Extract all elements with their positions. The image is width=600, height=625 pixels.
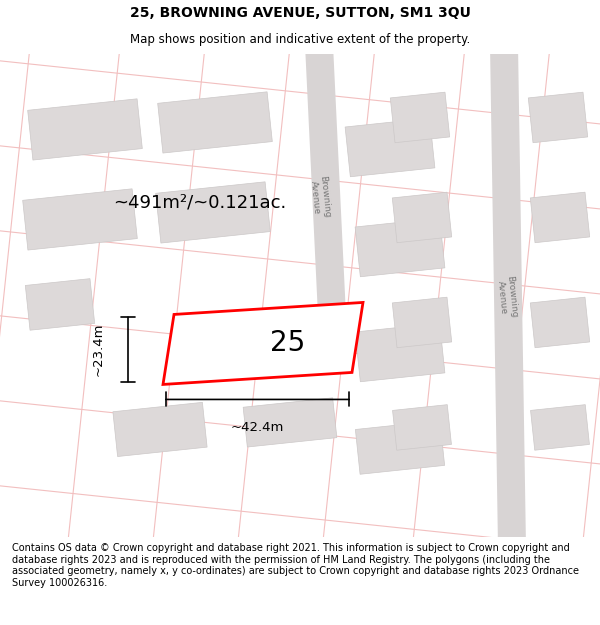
Polygon shape bbox=[25, 279, 95, 330]
Polygon shape bbox=[243, 398, 337, 447]
Text: ~42.4m: ~42.4m bbox=[231, 421, 284, 434]
Polygon shape bbox=[355, 218, 445, 277]
Polygon shape bbox=[23, 189, 137, 250]
Text: Map shows position and indicative extent of the property.: Map shows position and indicative extent… bbox=[130, 34, 470, 46]
Polygon shape bbox=[345, 118, 435, 177]
Text: 25: 25 bbox=[271, 329, 305, 357]
Text: Browning
Avenue: Browning Avenue bbox=[308, 176, 332, 219]
Polygon shape bbox=[392, 404, 451, 450]
Polygon shape bbox=[155, 182, 271, 243]
Polygon shape bbox=[163, 302, 363, 384]
Polygon shape bbox=[530, 404, 589, 450]
Text: ~491m²/~0.121ac.: ~491m²/~0.121ac. bbox=[113, 194, 287, 211]
Polygon shape bbox=[28, 99, 142, 160]
Text: ~23.4m: ~23.4m bbox=[91, 322, 104, 376]
Polygon shape bbox=[392, 192, 452, 242]
Text: Contains OS data © Crown copyright and database right 2021. This information is : Contains OS data © Crown copyright and d… bbox=[12, 543, 579, 588]
Polygon shape bbox=[158, 92, 272, 153]
Polygon shape bbox=[530, 192, 590, 242]
Polygon shape bbox=[528, 92, 588, 142]
Polygon shape bbox=[355, 323, 445, 382]
Polygon shape bbox=[530, 297, 590, 348]
Text: 25, BROWNING AVENUE, SUTTON, SM1 3QU: 25, BROWNING AVENUE, SUTTON, SM1 3QU bbox=[130, 6, 470, 20]
Polygon shape bbox=[390, 92, 450, 142]
Polygon shape bbox=[113, 402, 207, 456]
Polygon shape bbox=[355, 421, 445, 474]
Polygon shape bbox=[305, 44, 348, 358]
Text: Browning
Avenue: Browning Avenue bbox=[495, 276, 519, 319]
Polygon shape bbox=[490, 44, 526, 548]
Polygon shape bbox=[392, 297, 452, 348]
